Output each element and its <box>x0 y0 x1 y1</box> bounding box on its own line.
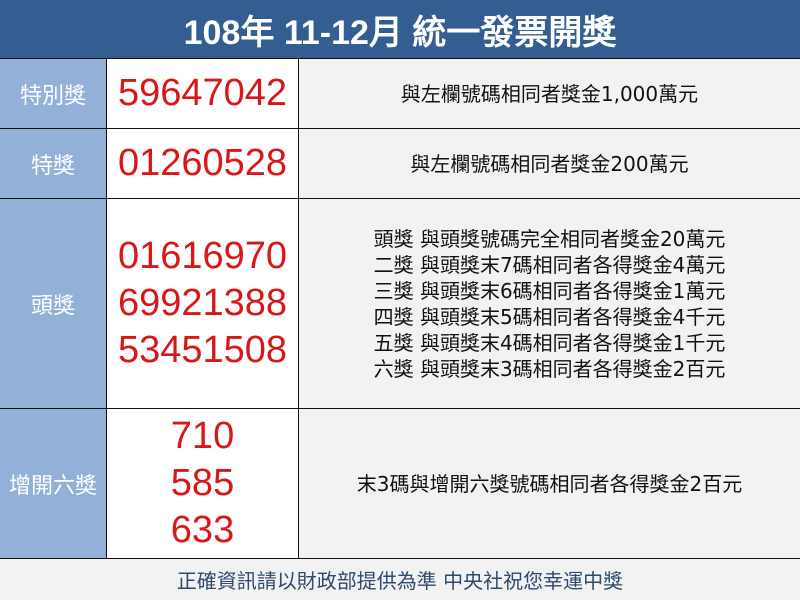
prize-description: 與左欄號碼相同者獎金200萬元 <box>299 129 800 198</box>
prize-rule: 頭獎 與頭獎號碼完全相同者獎金20萬元 <box>373 226 726 251</box>
prize-description: 頭獎 與頭獎號碼完全相同者獎金20萬元 二獎 與頭獎末7碼相同者各得獎金4萬元 三獎… <box>299 199 800 408</box>
winning-numbers: 710 585 633 <box>107 409 299 558</box>
prize-label: 特別獎 <box>0 59 107 128</box>
prize-rule: 五獎 與頭獎末4碼相同者各得獎金1千元 <box>373 330 726 355</box>
winning-number: 01616970 <box>117 235 288 277</box>
prize-rule: 末3碼與增開六獎號碼相同者各得獎金2百元 <box>356 471 743 496</box>
winning-number: 53451508 <box>117 329 288 371</box>
prize-description: 與左欄號碼相同者獎金1,000萬元 <box>299 59 800 128</box>
prize-rule: 六獎 與頭獎末3碼相同者各得獎金2百元 <box>373 356 726 381</box>
winning-number: 710 <box>170 415 235 457</box>
winning-number: 59647042 <box>117 72 288 114</box>
prize-description: 末3碼與增開六獎號碼相同者各得獎金2百元 <box>299 409 800 558</box>
winning-number: 633 <box>170 509 235 551</box>
footer-note: 正確資訊請以財政部提供為準 中央社祝您幸運中獎 <box>0 558 800 600</box>
winning-numbers: 01616970 69921388 53451508 <box>107 199 299 408</box>
page-title: 108年 11-12月 統一發票開獎 <box>0 0 800 58</box>
prize-rule: 與左欄號碼相同者獎金200萬元 <box>410 151 689 176</box>
prize-row-grand-prize: 特獎 01260528 與左欄號碼相同者獎金200萬元 <box>0 128 800 198</box>
prize-row-first-prize: 頭獎 01616970 69921388 53451508 頭獎 與頭獎號碼完全相同者獎… <box>0 198 800 408</box>
prize-rule: 四獎 與頭獎末5碼相同者各得獎金4千元 <box>373 304 726 329</box>
winning-numbers: 59647042 <box>107 59 299 128</box>
prize-label: 增開六獎 <box>0 409 107 558</box>
prize-row-additional-sixth-prize: 增開六獎 710 585 633 末3碼與增開六獎號碼相同者各得獎金2百元 <box>0 408 800 558</box>
winning-number: 69921388 <box>117 282 288 324</box>
winning-number: 585 <box>170 462 235 504</box>
winning-numbers: 01260528 <box>107 129 299 198</box>
prize-rule: 二獎 與頭獎末7碼相同者各得獎金4萬元 <box>373 252 726 277</box>
prize-label: 頭獎 <box>0 199 107 408</box>
prize-rule: 與左欄號碼相同者獎金1,000萬元 <box>400 81 699 106</box>
prize-label: 特獎 <box>0 129 107 198</box>
winning-number: 01260528 <box>117 142 288 184</box>
prize-rule: 三獎 與頭獎末6碼相同者各得獎金1萬元 <box>373 278 726 303</box>
prize-row-special-prize: 特別獎 59647042 與左欄號碼相同者獎金1,000萬元 <box>0 58 800 128</box>
